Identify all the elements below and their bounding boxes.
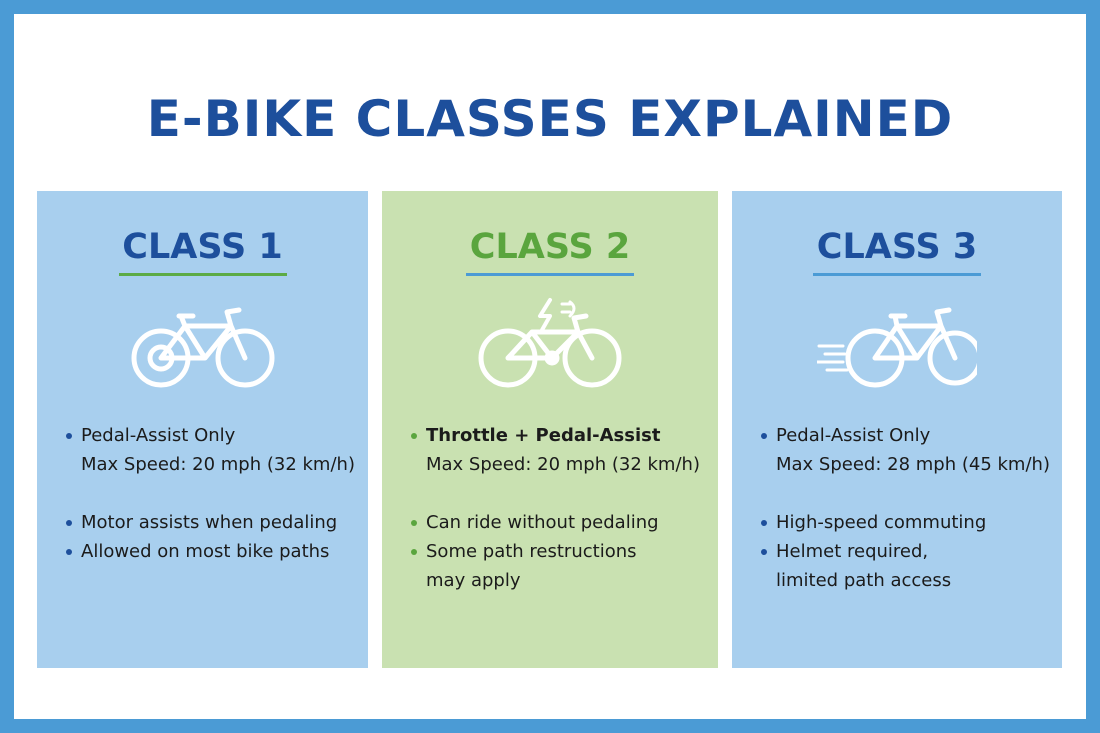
bullet-text: Max Speed: 28 mph (45 km/h): [776, 454, 1050, 475]
bullet-item: Helmet required, limited path access: [761, 537, 1052, 595]
title-underline: [118, 273, 287, 276]
title-underline: [813, 273, 981, 276]
bullet-text: Motor assists when pedaling: [81, 512, 338, 533]
bullet-item: Can ride without pedaling: [411, 508, 708, 537]
bullet-item: Allowed on most bike paths: [66, 537, 358, 566]
bike-icon: [478, 298, 622, 388]
bullet-dot: [411, 549, 417, 555]
bullet-item: High-speed commuting: [761, 508, 1052, 537]
bullet-dot: [761, 549, 767, 555]
bullet-dot: [66, 433, 72, 439]
bullet-text: Throttle + Pedal-Assist: [426, 425, 661, 446]
bullet-text: may apply: [426, 570, 521, 591]
bullet-item: Some path restructions may apply: [411, 537, 708, 595]
bullet-text: Helmet required,: [776, 541, 929, 562]
card: CLASS 3 Pedal-Assist Only Max Speed: 28 m…: [732, 191, 1062, 668]
bullet-dot: [66, 520, 72, 526]
bullet-text: limited path access: [776, 570, 952, 591]
bullet-list: Pedal-Assist Only Max Speed: 28 mph (45 k…: [761, 421, 1052, 595]
card-title: CLASS 1: [122, 227, 283, 267]
card: CLASS 1 Pedal-Assist Only Max Speed: 20 m…: [37, 191, 368, 668]
bullet-text: Max Speed: 20 mph (32 km/h): [81, 454, 355, 475]
bullet-list: Throttle + Pedal-Assist Max Speed: 20 mph…: [411, 421, 708, 595]
bullet-item: Pedal-Assist Only Max Speed: 28 mph (45 k…: [761, 421, 1052, 479]
bullet-dot: [66, 549, 72, 555]
card: CLASS 2 Throttle + Pedal-Assist Max Speed…: [382, 191, 718, 668]
bullet-text: High-speed commuting: [776, 512, 987, 533]
card-title: CLASS 2: [469, 227, 631, 267]
title-underline: [466, 273, 634, 276]
bullet-dot: [411, 520, 417, 526]
main-title: E-BIKE CLASSES EXPLAINED: [146, 90, 954, 148]
bike-icon: [131, 307, 274, 388]
bullet-dot: [761, 433, 767, 439]
bullet-text: Allowed on most bike paths: [81, 541, 330, 562]
bullet-text: Max Speed: 20 mph (32 km/h): [426, 454, 700, 475]
bullet-dot: [761, 520, 767, 526]
bullet-item: Pedal-Assist Only Max Speed: 20 mph (32 k…: [66, 421, 358, 479]
bullet-list: Pedal-Assist Only Max Speed: 20 mph (32 k…: [66, 421, 358, 566]
bike-icon: [817, 307, 977, 388]
bullet-text: Pedal-Assist Only: [776, 425, 931, 446]
bullet-item: Motor assists when pedaling: [66, 508, 358, 537]
bullet-text: Some path restructions: [426, 541, 637, 562]
bullet-item: Throttle + Pedal-Assist Max Speed: 20 mph…: [411, 421, 708, 479]
bullet-text: Can ride without pedaling: [426, 512, 659, 533]
bullet-dot: [411, 433, 417, 439]
bullet-text: Pedal-Assist Only: [81, 425, 236, 446]
card-title: CLASS 3: [816, 227, 978, 267]
